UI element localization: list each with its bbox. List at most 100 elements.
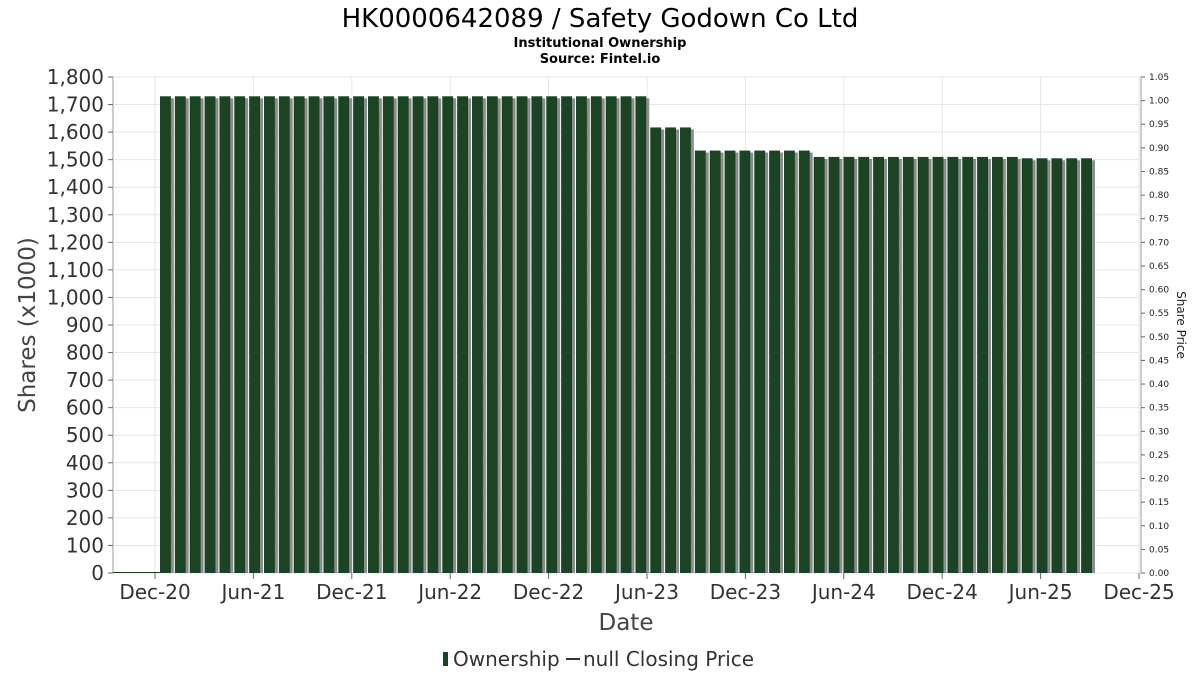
y2-tick-label: 0.95	[1149, 120, 1169, 130]
ownership-bar	[382, 96, 394, 574]
y2-tick-label: 0.10	[1149, 522, 1169, 532]
ownership-bar	[472, 96, 483, 574]
ownership-bar	[769, 150, 780, 573]
y-tick-label: 500	[66, 423, 104, 447]
ownership-bar	[977, 156, 988, 573]
y-tick-label: 1,300	[47, 203, 104, 227]
ownership-bar	[813, 156, 825, 573]
x-tick-label: Jun-23	[613, 580, 679, 604]
ownership-bar	[353, 96, 364, 574]
y-tick-label: 800	[66, 341, 104, 365]
y-tick-label: 1,600	[47, 120, 104, 144]
ownership-bar	[501, 96, 513, 574]
y2-tick-label: 1.05	[1149, 73, 1169, 83]
ownership-bar	[1081, 158, 1092, 574]
ownership-bar	[902, 156, 914, 573]
ownership-bar	[620, 96, 632, 574]
x-tick-label: Dec-22	[513, 580, 584, 604]
y-tick-label: 1,800	[47, 65, 104, 89]
y-axis-label: Shares (x1000)	[15, 237, 41, 413]
ownership-bar	[962, 156, 974, 573]
ownership-bar	[457, 96, 468, 574]
y-tick-label: 400	[66, 451, 104, 475]
ownership-bar	[204, 96, 216, 574]
x-tick-label: Dec-21	[316, 580, 387, 604]
y-tick-label: 100	[66, 533, 104, 557]
ownership-bar	[264, 96, 275, 574]
y-tick-label: 900	[66, 313, 104, 337]
ownership-bar	[694, 150, 706, 573]
ownership-bar	[219, 96, 231, 574]
ownership-bar	[784, 150, 795, 573]
x-tick-label: Dec-20	[119, 580, 190, 604]
x-axis: Dec-20 Jun-21 Dec-21 Jun-22 Dec-22 Jun-23 Dec-…	[119, 573, 1175, 604]
legend-ownership-label: Ownership	[453, 647, 560, 671]
y-tick-label: 1,500	[47, 148, 104, 172]
ownership-bar	[412, 96, 424, 574]
ownership-bar	[1066, 158, 1078, 574]
y-tick-label: 600	[66, 396, 104, 420]
ownership-bar	[635, 96, 647, 574]
x-tick-label: Jun-22	[416, 580, 482, 604]
y2-tick-label: 0.55	[1149, 309, 1169, 319]
y-axis: 0 100 200 300 400 500 600 700 800 900 1,000 1,100 1,…	[47, 65, 113, 585]
y2-tick-label: 0.20	[1149, 475, 1169, 485]
x-tick-label: Jun-24	[810, 580, 876, 604]
ownership-bar	[234, 96, 246, 574]
ownership-bar	[992, 156, 1003, 573]
ownership-bar	[249, 96, 260, 574]
y2-tick-label: 0.85	[1149, 167, 1169, 177]
y2-tick-label: 0.70	[1149, 238, 1169, 248]
ownership-bar	[798, 150, 810, 573]
y-tick-label: 1,700	[47, 93, 104, 117]
legend-price-label: null Closing Price	[583, 647, 754, 671]
y2-tick-label: 0.35	[1149, 404, 1169, 414]
ownership-bar	[278, 96, 290, 574]
ownership-bar	[546, 96, 558, 574]
chart-subtitle: Institutional Ownership	[514, 36, 687, 51]
ownership-bar	[888, 156, 899, 573]
y2-tick-label: 0.40	[1149, 380, 1169, 390]
x-axis-label: Date	[599, 610, 654, 636]
ownership-bar	[605, 96, 617, 574]
y-tick-label: 1,400	[47, 175, 104, 199]
y-tick-label: 1,100	[47, 258, 104, 282]
ownership-bar	[442, 96, 454, 574]
y2-tick-label: 0.45	[1149, 356, 1169, 366]
ownership-bar	[308, 96, 320, 574]
chart-source: Source: Fintel.io	[540, 52, 661, 67]
legend: Ownership null Closing Price	[443, 647, 754, 671]
ownership-bar	[531, 96, 543, 574]
bars	[113, 96, 1095, 574]
y2-tick-label: 0.00	[1149, 569, 1169, 579]
y2-tick-label: 0.60	[1149, 286, 1169, 296]
y-tick-label: 700	[66, 368, 104, 392]
x-tick-label: Jun-21	[219, 580, 285, 604]
ownership-bar	[174, 96, 186, 574]
ownership-bar	[189, 96, 201, 574]
y2-tick-label: 0.30	[1149, 427, 1169, 437]
y-tick-label: 300	[66, 478, 104, 502]
ownership-bar	[739, 150, 751, 573]
y2-tick-label: 1.00	[1149, 97, 1169, 107]
y2-tick-label: 0.80	[1149, 191, 1169, 201]
ownership-bar	[1021, 158, 1033, 574]
y2-axis-label: Share Price	[1174, 291, 1188, 359]
ownership-bar	[397, 96, 409, 574]
y2-tick-label: 0.50	[1149, 333, 1169, 343]
x-tick-label: Dec-24	[907, 580, 978, 604]
ownership-bar	[947, 156, 959, 573]
ownership-bar	[1036, 158, 1048, 574]
y2-tick-label: 0.65	[1149, 262, 1169, 272]
x-tick-label: Jun-25	[1007, 580, 1073, 604]
y-tick-label: 200	[66, 506, 104, 530]
ownership-bar	[932, 156, 944, 573]
ownership-bar	[293, 96, 305, 574]
ownership-bar	[576, 96, 587, 574]
ownership-bar	[1051, 158, 1063, 574]
ownership-bar	[561, 96, 572, 574]
ownership-bar	[828, 156, 840, 573]
y2-tick-label: 0.05	[1149, 545, 1169, 555]
y-tick-label: 0	[91, 561, 104, 585]
